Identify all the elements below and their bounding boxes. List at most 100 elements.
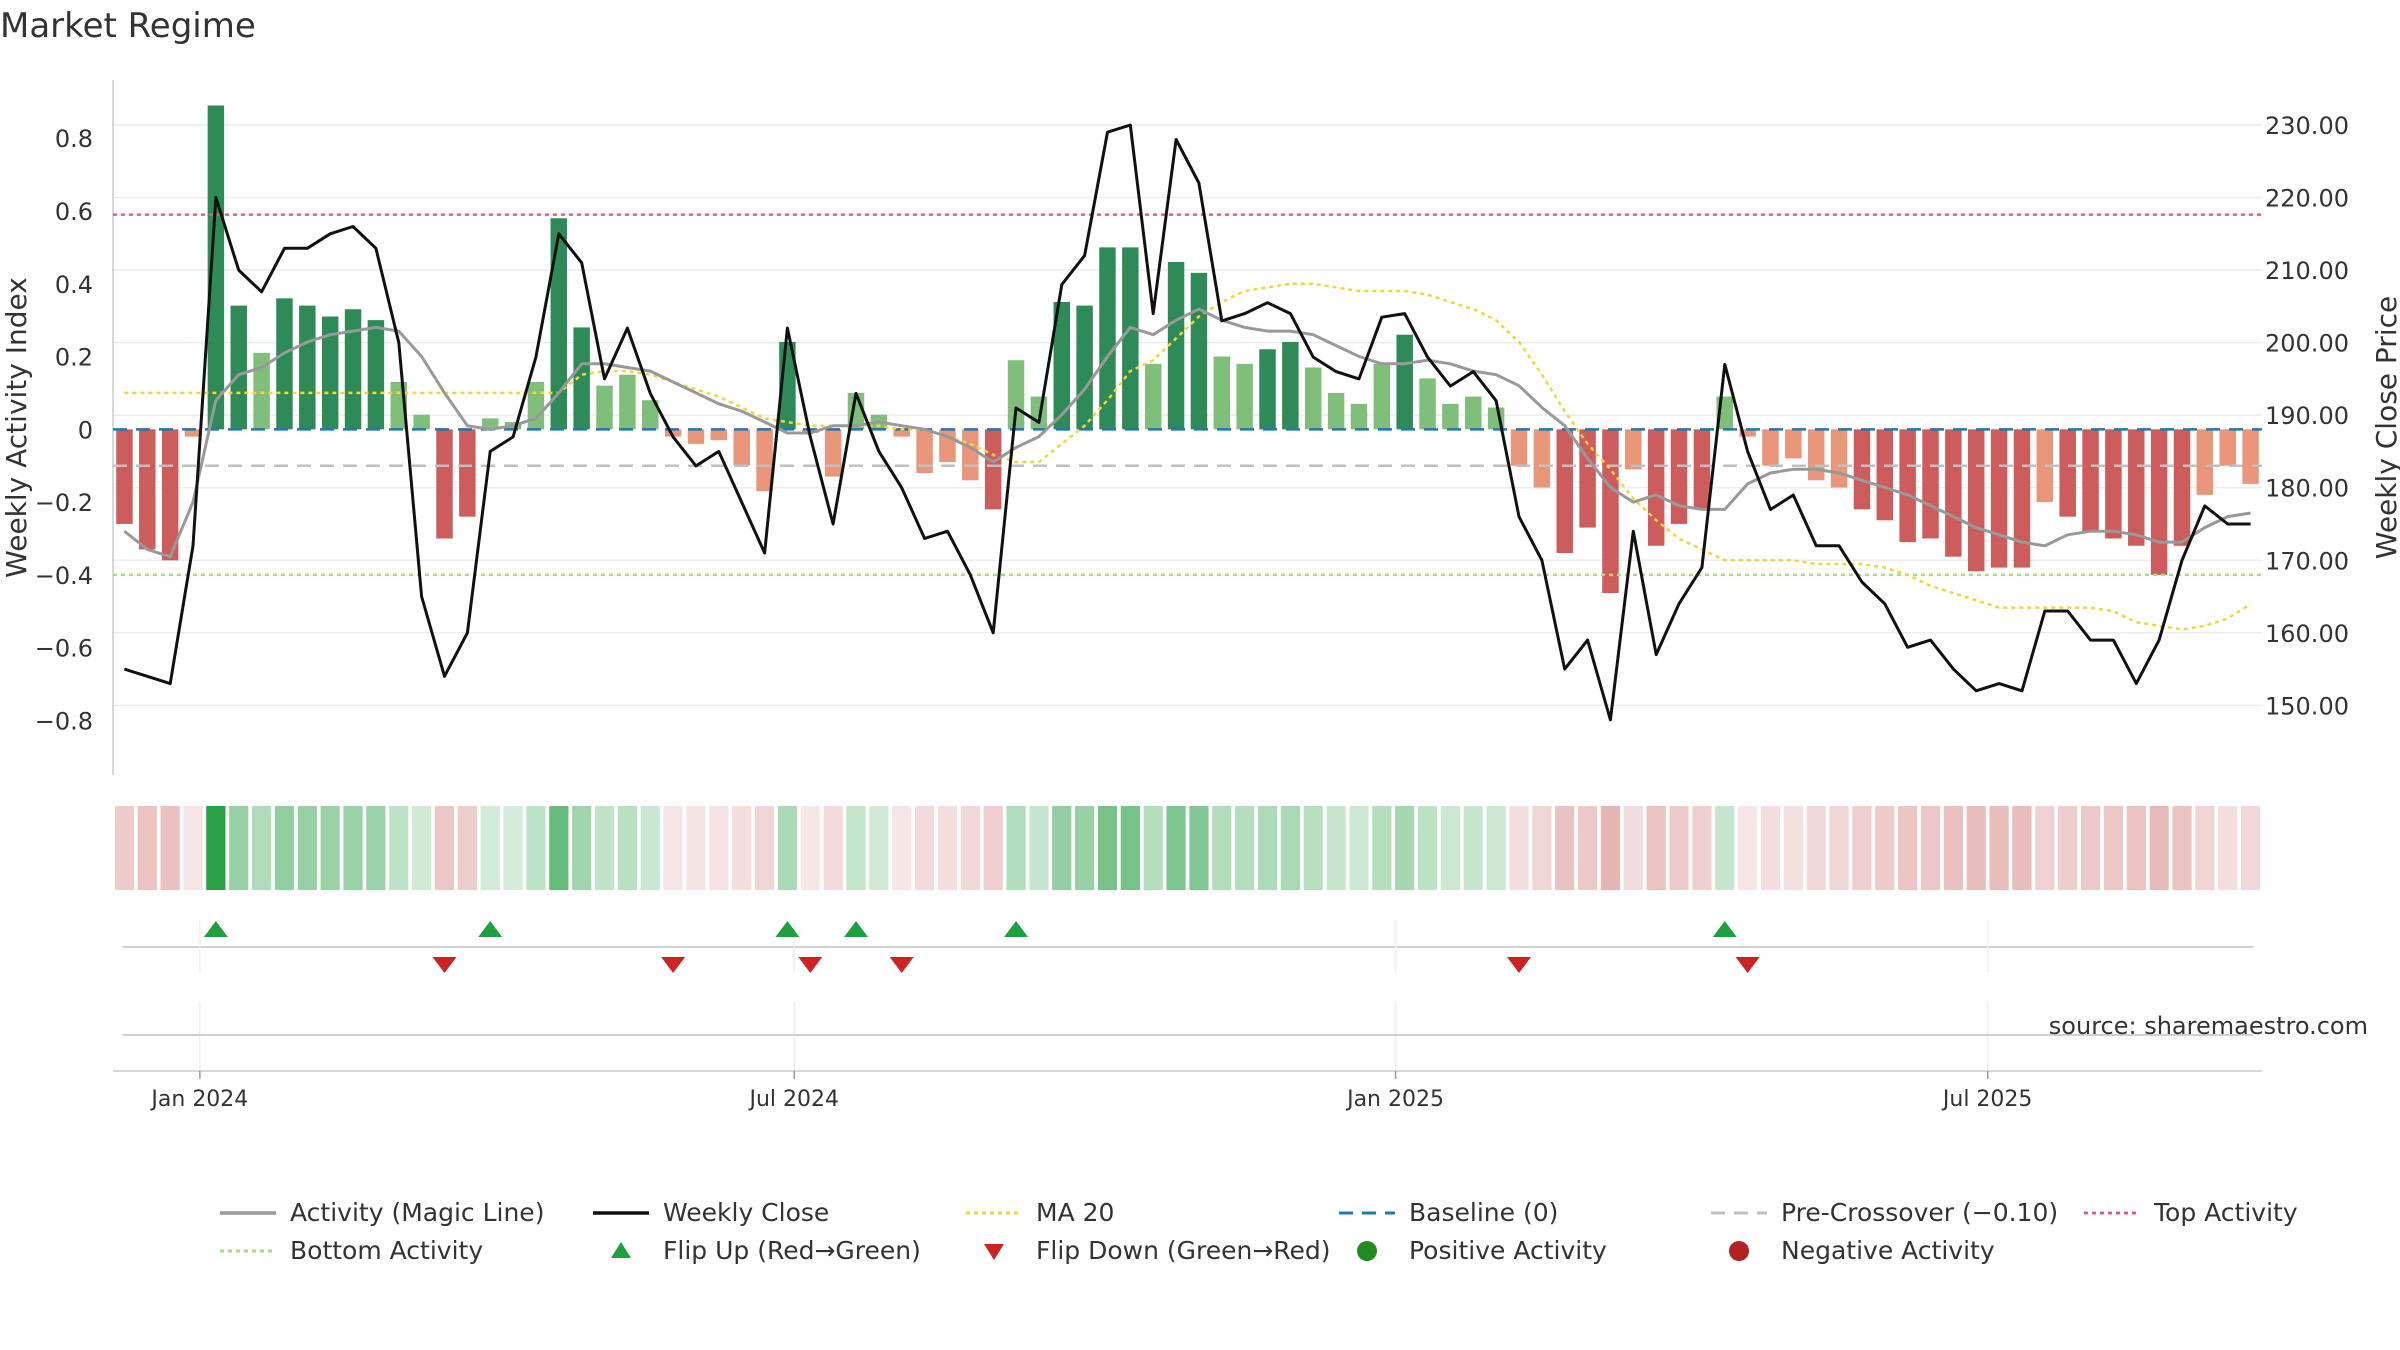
heat-strip-cell [1852, 806, 1872, 890]
heat-strip-cell [617, 806, 637, 890]
activity-bar [1762, 429, 1779, 466]
chart-canvas: 0.8 0.6 0.4 0.2 0 −0.2 −0.4 −0.6 −0.8 230.00 220.0… [0, 80, 2400, 1112]
legend-label: Top Activity [2154, 1198, 2298, 1227]
heat-strip-cell [1326, 806, 1346, 890]
magic-line [123, 307, 2251, 559]
y-right-tick-label: 230.00 [2265, 112, 2349, 140]
heat-strip-cell [960, 806, 980, 890]
y-right-tick-label: 180.00 [2265, 475, 2349, 503]
heat-strip-cell [1532, 806, 1552, 890]
activity-bar [1327, 392, 1345, 430]
activity-bar [1144, 363, 1162, 430]
heat-strip-cell [846, 806, 866, 890]
heat-strip-cell [1303, 806, 1323, 890]
activity-bar [984, 429, 1002, 510]
heat-strip-cell [1738, 806, 1758, 890]
activity-bar [527, 382, 545, 430]
y-right-tick-label: 200.00 [2265, 330, 2349, 358]
heat-strip-cell [1440, 806, 1461, 890]
activity-bar [1853, 429, 1871, 510]
activity-bar [1967, 429, 1985, 572]
heat-strip-cell [137, 806, 157, 890]
activity-bar [596, 385, 613, 430]
activity-bar [1167, 261, 1185, 430]
heat-strip-cell [709, 806, 729, 890]
heat-strip-cell [663, 806, 683, 890]
chart-title: Market Regime [0, 6, 256, 46]
heat-strip-cell [686, 806, 706, 890]
flip-up-marker [1712, 921, 1737, 937]
heat-strip-cell [1646, 806, 1666, 890]
y-right-tick-label: 220.00 [2265, 185, 2349, 213]
heat-strip-cell [160, 806, 180, 890]
y-right-tick-label: 190.00 [2265, 402, 2349, 430]
heat-strip-cell [412, 806, 432, 890]
heat-strip-cell [914, 806, 935, 890]
x-tick-label: Jan 2024 [149, 1087, 248, 1112]
heat-strip-cell [1898, 806, 1918, 890]
activity-bar [2242, 429, 2259, 484]
heat-strip-cell [823, 806, 843, 890]
flip-up-marker [203, 921, 228, 937]
heat-strip-cell [320, 806, 340, 890]
heat-strip-cell [1097, 806, 1118, 890]
activity-bar [1602, 429, 1619, 594]
activity-bar [1373, 363, 1391, 430]
y-right-axis-label: Weekly Close Price [2370, 296, 2400, 559]
activity-bar [710, 429, 728, 441]
activity-bar [1190, 272, 1208, 430]
heat-strip-cell [183, 806, 203, 890]
activity-bar [253, 352, 270, 430]
heat-strip-cell [1189, 806, 1209, 890]
flip-down-marker [432, 957, 457, 973]
activity-bar [1442, 403, 1459, 430]
heat-strip-cell [1349, 806, 1369, 890]
heat-strip-cell [1075, 806, 1095, 890]
heat-strip-cell [434, 806, 455, 890]
heat-strip-cell [983, 806, 1003, 890]
heat-strip-cell [1920, 806, 1941, 890]
activity-bar [1785, 429, 1802, 459]
heat-strip-cell [1943, 806, 1963, 890]
heat-strip-cell [251, 806, 272, 890]
activity-bar [1899, 429, 1916, 543]
flip-down-marker [1506, 957, 1531, 973]
activity-bar [1990, 429, 2008, 568]
heat-strip-cell [1417, 806, 1438, 890]
activity-bar [1945, 429, 1962, 557]
flip-down-marker [661, 957, 686, 973]
heat-strip-cell [1577, 806, 1598, 890]
heat-strip-cell [2195, 806, 2215, 890]
activity-bar [139, 429, 156, 550]
activity-bar [824, 429, 842, 477]
y-left-tick-label: 0.8 [55, 125, 93, 153]
heat-strip-cell [1143, 806, 1163, 890]
heat-strip-cell [892, 806, 912, 890]
activity-bar [1099, 247, 1116, 430]
activity-bar [916, 429, 933, 473]
activity-bar [1030, 396, 1048, 430]
flip-up-marker [478, 921, 503, 937]
activity-bar [1305, 367, 1322, 430]
activity-bar [1533, 429, 1551, 488]
activity-bar [2196, 429, 2214, 495]
heat-strip-cell [389, 806, 409, 890]
heat-strip-cell [274, 806, 295, 890]
activity-bar [619, 374, 636, 430]
activity-bar [413, 414, 430, 430]
legend-item-ma20: MA 20 [966, 1198, 1114, 1227]
heat-strip-cell [1715, 806, 1735, 890]
activity-bar [1122, 247, 1139, 430]
heat-strip-cell [1692, 806, 1712, 890]
heat-strip-cell [2058, 806, 2078, 890]
y-left-tick-label: 0.2 [55, 344, 93, 372]
legend-item-top-activity: Top Activity [2084, 1198, 2298, 1227]
activity-bar [733, 429, 750, 466]
heat-strip-cell [480, 806, 500, 890]
heat-strip-cell [1166, 806, 1186, 890]
legend-label: Flip Up (Red→Green) [663, 1236, 921, 1265]
legend-item-bottom-activity: Bottom Activity [220, 1236, 483, 1265]
legend-label: Activity (Magic Line) [290, 1198, 545, 1227]
activity-bar [1236, 363, 1253, 430]
heat-strip-cell [2080, 806, 2101, 890]
